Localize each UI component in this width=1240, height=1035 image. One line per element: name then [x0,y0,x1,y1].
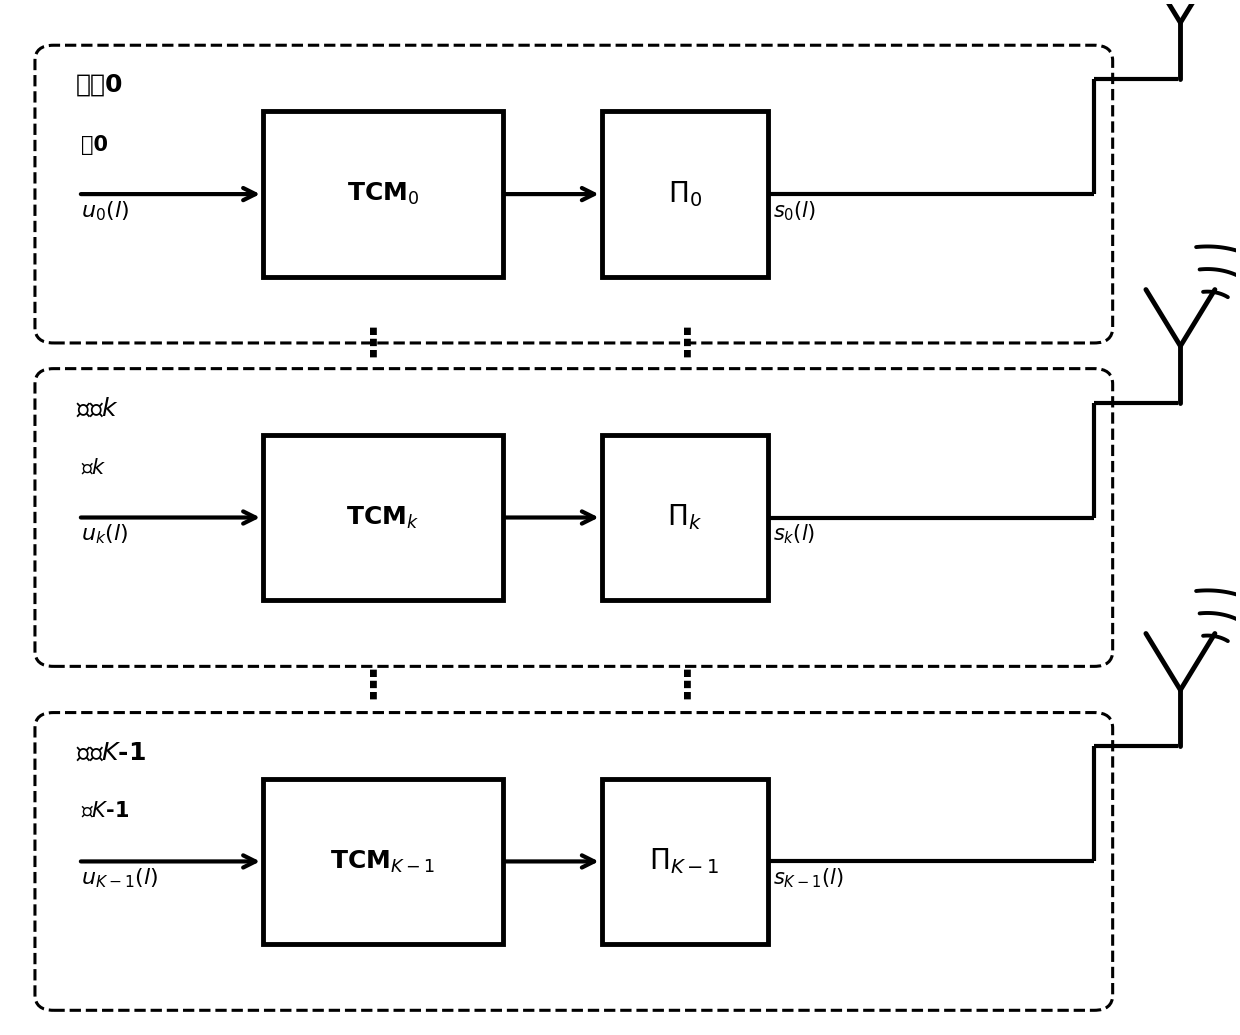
Text: TCM$_0$: TCM$_0$ [347,181,419,207]
Text: 流$K$-1: 流$K$-1 [81,802,129,822]
Bar [601,112,768,276]
Text: $\Pi_k$: $\Pi_k$ [667,503,702,532]
Text: $s_k(l)$: $s_k(l)$ [773,523,815,546]
Text: $\Pi_0$: $\Pi_0$ [667,179,702,209]
FancyBboxPatch shape [35,46,1112,343]
Text: TCM$_k$: TCM$_k$ [346,504,419,531]
Bar [263,435,503,600]
Text: 流$k$: 流$k$ [81,457,107,478]
Text: $u_{K-1}(l)$: $u_{K-1}(l)$ [81,866,157,890]
FancyBboxPatch shape [35,368,1112,667]
Text: $s_{K-1}(l)$: $s_{K-1}(l)$ [773,866,843,890]
Text: $s_0(l)$: $s_0(l)$ [773,199,816,223]
Text: ⋮: ⋮ [668,326,707,364]
Text: ⋮: ⋮ [668,668,707,706]
Bar [263,112,503,276]
Text: 设备0: 设备0 [76,72,123,97]
Text: $u_k(l)$: $u_k(l)$ [81,523,128,546]
FancyBboxPatch shape [35,712,1112,1010]
Text: 设备$K$-1: 设备$K$-1 [76,740,145,764]
Text: 设备$k$: 设备$k$ [76,396,119,420]
Text: ⋮: ⋮ [355,668,393,706]
Text: $\Pi_{K-1}$: $\Pi_{K-1}$ [650,847,720,877]
Text: TCM$_{K-1}$: TCM$_{K-1}$ [330,849,435,875]
Bar [601,435,768,600]
Bar [263,778,503,944]
Text: $u_0(l)$: $u_0(l)$ [81,199,129,223]
Text: 朅0: 朅0 [81,135,108,154]
Bar [601,778,768,944]
Text: ⋮: ⋮ [355,326,393,364]
